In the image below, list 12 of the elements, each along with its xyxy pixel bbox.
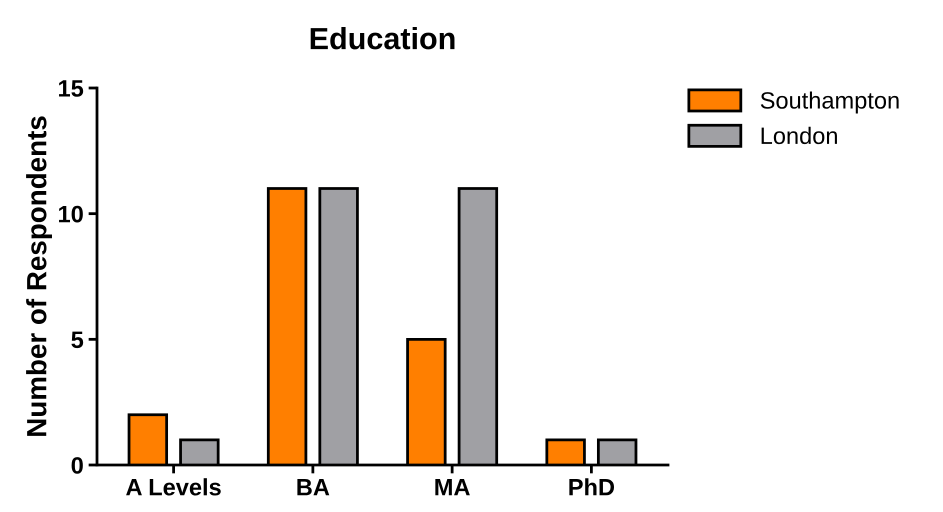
x-tick-label: PhD [569,478,614,496]
y-axis-title: Number of Respondents [26,116,52,436]
x-tick-label: A Levels [126,478,221,496]
x-tick-label: MA [435,479,470,496]
y-tick-label: 10 [59,206,83,222]
legend-label: London [762,126,837,144]
x-tick-label: BA [297,479,330,496]
chart-title: Education [310,26,454,50]
y-tick-label: 15 [59,80,84,97]
legend-label: Southampton [760,91,899,114]
y-tick-label: 5 [71,332,84,348]
y-tick-label: 0 [72,457,83,474]
